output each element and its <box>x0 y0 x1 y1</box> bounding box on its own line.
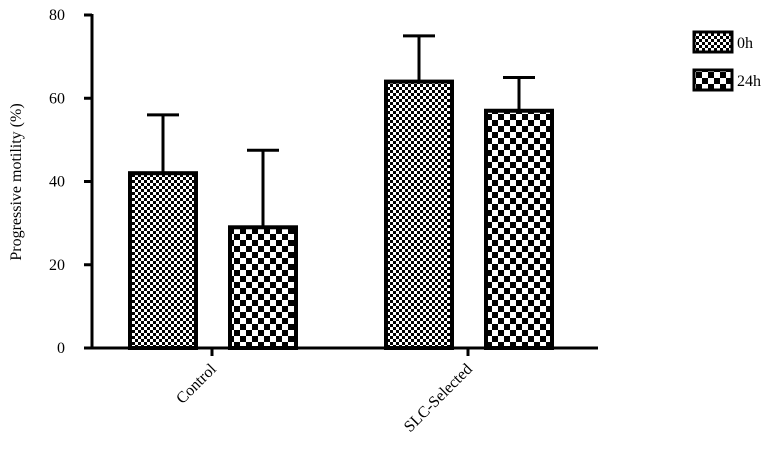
legend-label-24h: 24h <box>737 73 761 90</box>
y-tick-label: 20 <box>49 257 65 274</box>
y-tick-label: 60 <box>49 90 65 107</box>
error-bars <box>147 34 535 228</box>
legend-swatch-24h <box>692 68 734 92</box>
legend: 0h 24h <box>692 30 761 92</box>
x-category-label: Control <box>173 360 220 407</box>
labels: Control SLC-Selected <box>173 360 476 435</box>
legend-swatch-0h <box>692 30 734 54</box>
bar-control-0h <box>128 171 198 350</box>
y-tick-label: 80 <box>49 7 65 24</box>
y-tick-label: 40 <box>49 174 65 191</box>
x-category-label: SLC-Selected <box>401 361 476 436</box>
bar-slc-selected-0h <box>384 79 454 350</box>
legend-label-0h: 0h <box>737 35 753 52</box>
y-tick-label: 0 <box>57 340 65 357</box>
y-axis-title: Progressive motility (%) <box>8 103 25 260</box>
bars <box>128 79 554 351</box>
bar-control-24h <box>228 225 298 351</box>
bar-slc-selected-24h <box>484 108 554 350</box>
